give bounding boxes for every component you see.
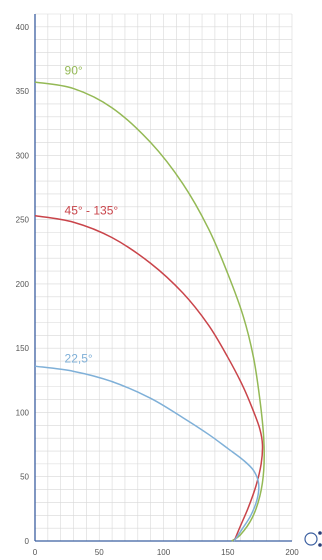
series-group (34, 81, 265, 542)
series-line-0 (34, 81, 265, 542)
x-tick-labels: 0 50 100 150 200 (33, 548, 299, 557)
series-line-1 (34, 215, 264, 542)
x-tick-label: 150 (221, 548, 235, 557)
y-tick-label: 100 (16, 408, 30, 417)
x-tick-label: 0 (33, 548, 38, 557)
grid (34, 13, 293, 542)
series-label-1: 45° - 135° (65, 204, 119, 218)
series-label-2: 22,5° (65, 351, 93, 365)
y-tick-label: 150 (16, 344, 30, 353)
series-line-2 (34, 365, 260, 542)
y-tick-label: 400 (16, 23, 30, 32)
series-labels: 90° 45° - 135° 22,5° (65, 63, 119, 365)
x-tick-label: 200 (285, 548, 299, 557)
y-tick-label: 250 (16, 216, 30, 225)
y-tick-label: 0 (25, 537, 30, 546)
axes (34, 14, 292, 542)
x-tick-label: 100 (157, 548, 171, 557)
y-tick-labels: 0 50 100 150 200 250 300 350 400 (16, 23, 30, 546)
series-label-0: 90° (65, 63, 83, 77)
y-tick-label: 350 (16, 87, 30, 96)
x-tick-label: 50 (95, 548, 104, 557)
y-tick-label: 200 (16, 280, 30, 289)
y-tick-label: 300 (16, 151, 30, 160)
y-tick-label: 50 (20, 473, 29, 482)
polar-pattern-icon (304, 531, 322, 547)
